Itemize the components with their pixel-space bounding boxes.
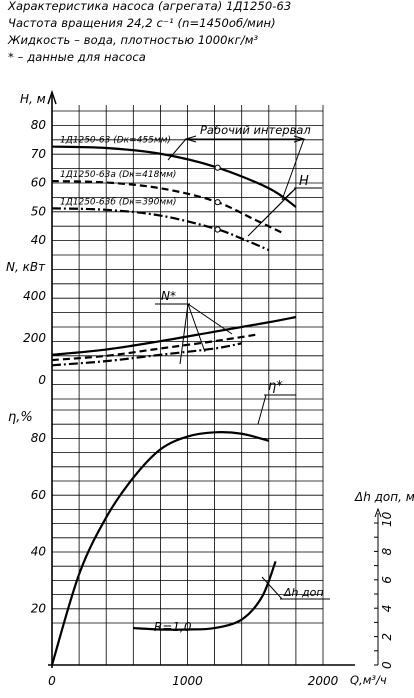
efficiency-annotation-label: η* (268, 379, 283, 394)
chart-axes (47, 89, 382, 668)
head-axis-label: H, м (20, 92, 46, 106)
head-tick-label: 70 (31, 147, 47, 161)
header-liquid: Жидкость – вода, плотностью 1000кг/м³ (8, 33, 259, 47)
x-tick-label: 1000 (172, 674, 203, 688)
power-tick-label: 400 (23, 289, 46, 303)
head-series-2-label: 1Д1250-63б (Dк=390мм) (60, 197, 176, 207)
interval-marker (214, 164, 221, 171)
efficiency-tick-label: 60 (31, 488, 47, 502)
npsh-tick-label: 2 (380, 633, 394, 641)
power-annotation-label: N* (161, 289, 176, 303)
efficiency-tick-label: 80 (31, 431, 47, 445)
efficiency-axis-label: η,% (8, 410, 33, 425)
interval-marker (214, 199, 221, 206)
working-interval-label: Рабочий интервал (200, 123, 311, 137)
npsh-annotation-label: Δh доп (283, 586, 324, 599)
efficiency-tick-label: 40 (31, 545, 47, 559)
head-annotation-label: H (299, 174, 309, 189)
r-value-label: R=1,0 (154, 620, 192, 634)
power-axis-label: N, кВт (6, 260, 46, 274)
working-interval-drop-right (281, 138, 305, 201)
npsh-axis-arrow (374, 507, 382, 518)
efficiency-annotation-leader (257, 394, 267, 425)
working-interval-drop-left (167, 138, 187, 161)
npsh-tick-label: 10 (380, 511, 394, 527)
head-tick-label: 50 (31, 204, 47, 218)
head-series-0-line (51, 145, 297, 208)
power-tick-label: 0 (38, 373, 46, 387)
power-annotation-leader (187, 303, 206, 353)
head-tick-label: 60 (31, 176, 47, 190)
power-series-0-line (51, 315, 297, 356)
power-series-2-line (51, 342, 242, 367)
npsh-axis-label: Δh доп, м (354, 490, 414, 504)
npsh-tick-label: 0 (380, 661, 394, 669)
head-series-1-label: 1Д1250-63а (Dк=418мм) (60, 170, 176, 180)
head-annotation-leader (247, 187, 297, 237)
interval-marker (214, 226, 221, 233)
chart-series (50, 145, 297, 666)
x-axis-label: Q,м³/ч (350, 673, 387, 687)
power-annotation-leader (187, 303, 233, 335)
chart-labels: 0 1000 2000 Q,м³/ч4050607080020040020406080… (6, 92, 414, 688)
power-annotation-leader (179, 303, 189, 365)
power-series-1-line (51, 333, 256, 362)
npsh-series-0-line (133, 560, 277, 631)
header-speed: Частота вращения 24,2 с⁻¹ (n=1450об/мин) (8, 16, 276, 30)
efficiency-series-0-line (50, 431, 270, 666)
head-tick-label: 80 (31, 118, 47, 132)
npsh-tick-label: 4 (380, 605, 394, 613)
efficiency-tick-label: 20 (31, 601, 47, 615)
head-series-1-line (51, 179, 283, 234)
x-tick-label: 0 (48, 674, 56, 688)
x-tick-label: 2000 (308, 674, 339, 688)
power-tick-label: 200 (23, 331, 46, 345)
header-title: Характеристика насоса (агрегата) 1Д1250-… (8, 0, 292, 13)
npsh-annotation-leader (261, 576, 283, 600)
npsh-tick-label: 8 (380, 547, 394, 555)
head-series-0-label: 1Д1250-63 (Dк=455мм) (60, 136, 171, 146)
head-series-2-line (51, 207, 270, 252)
y-axis-arrow (47, 89, 57, 105)
head-tick-label: 40 (31, 233, 47, 247)
header-note: * – данные для насоса (8, 50, 146, 64)
npsh-tick-label: 6 (380, 576, 394, 584)
